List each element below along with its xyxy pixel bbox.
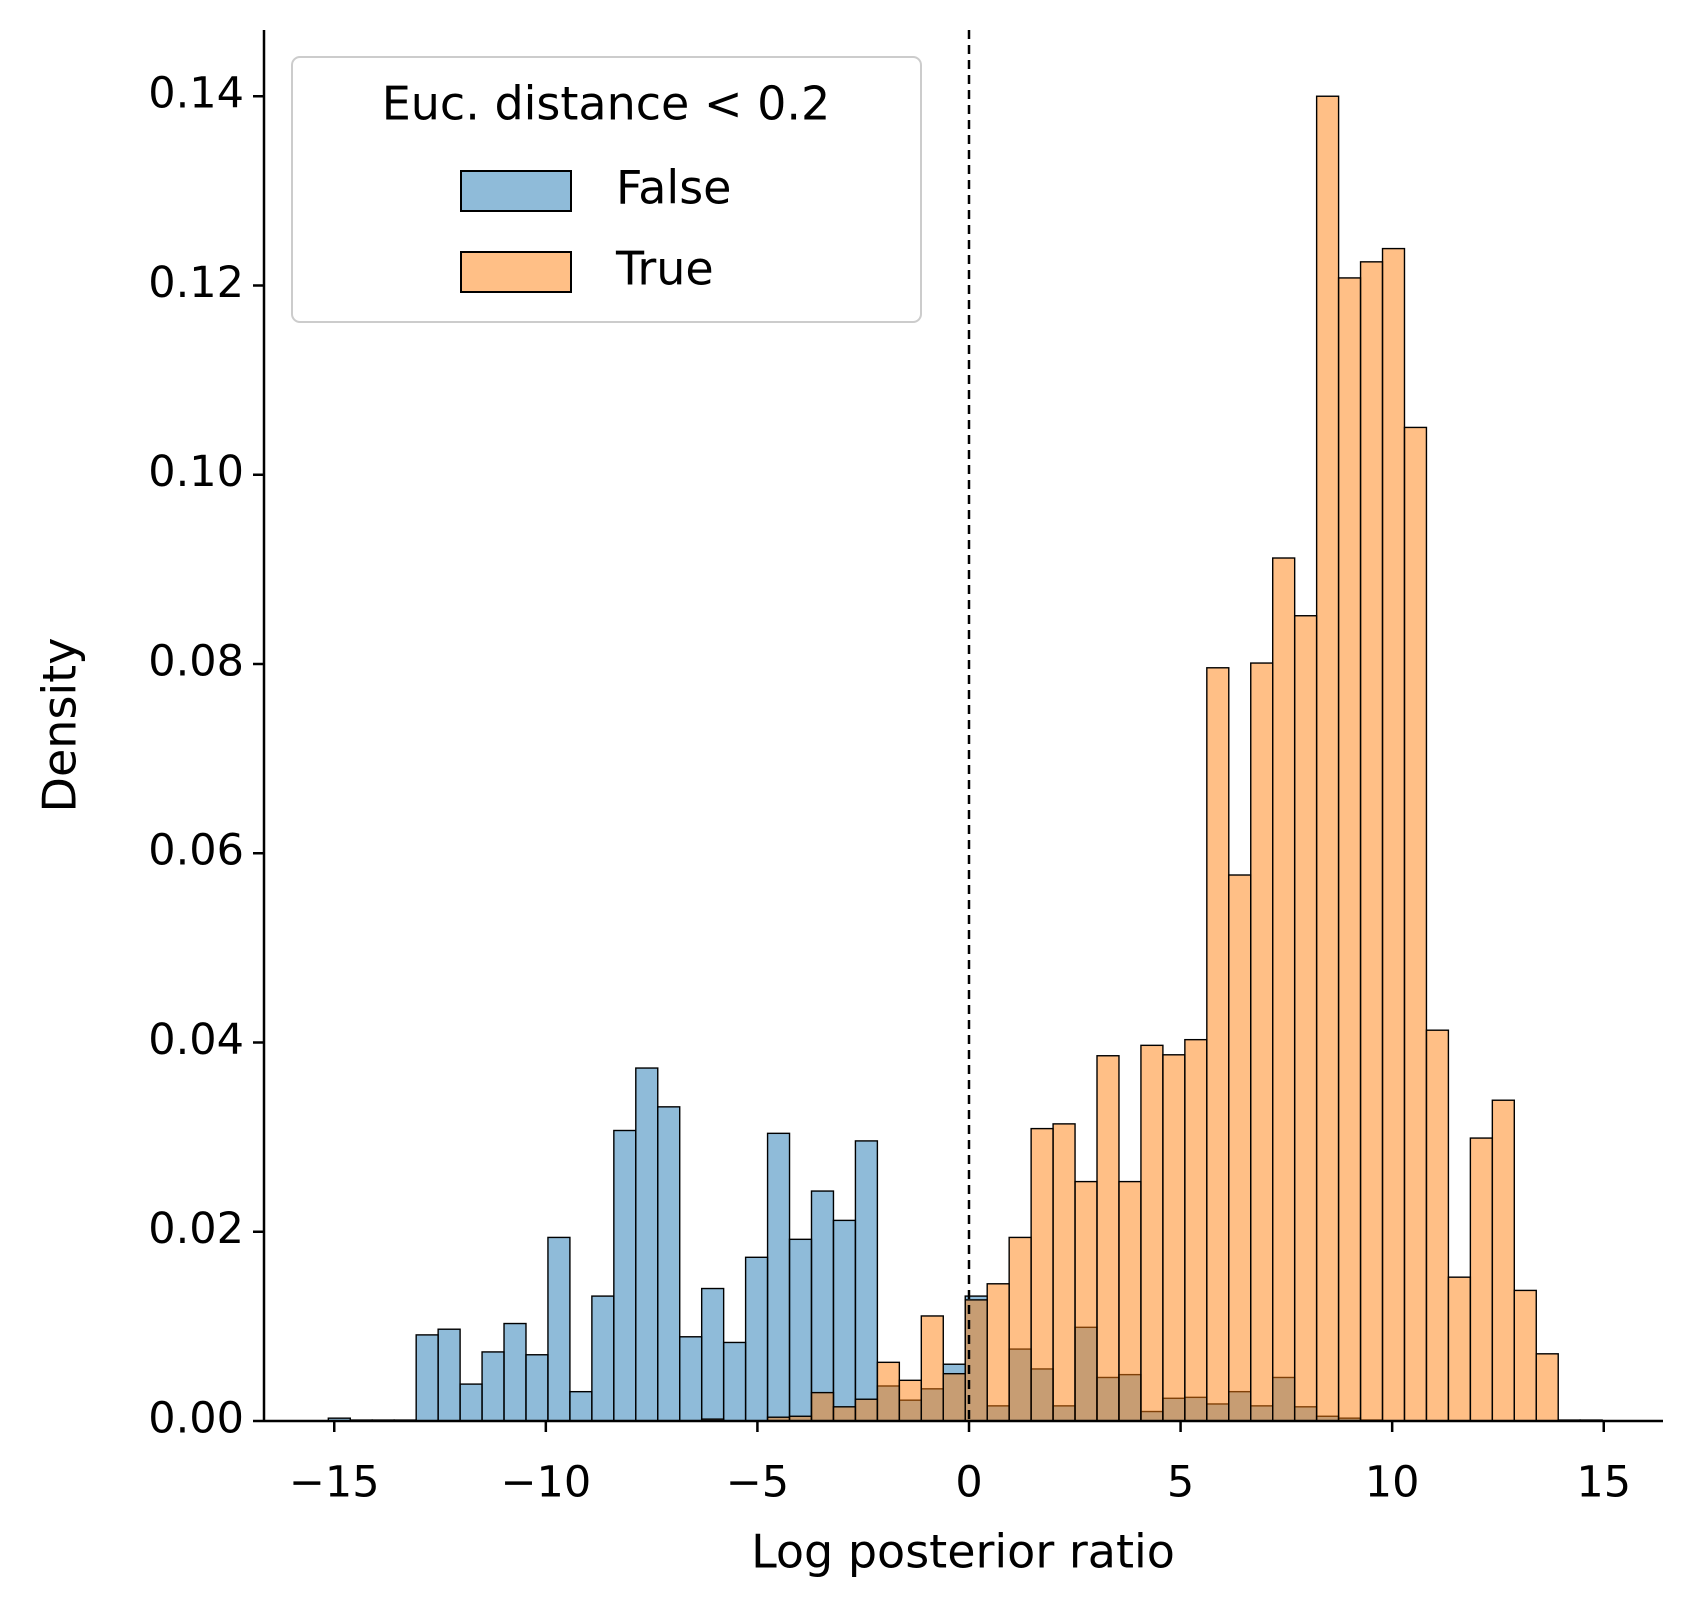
histogram-bar [679,1336,703,1422]
histogram-bar [744,1256,769,1422]
histogram-bar [1469,1137,1494,1422]
histogram-bar [1337,277,1362,1422]
histogram-bar [415,1334,439,1422]
histogram-bar [1030,1127,1054,1422]
legend-label: True [615,242,714,296]
x-tick-label: 10 [1365,1458,1420,1508]
histogram-bar [591,1295,615,1422]
x-axis-label: Log posterior ratio [751,1525,1175,1579]
histogram-bar [437,1328,461,1422]
histogram-bar [854,1398,879,1422]
histogram-bar [898,1379,923,1422]
x-tick-label: 15 [1576,1458,1631,1508]
histogram-bar [569,1390,593,1422]
histogram-bar [788,1238,813,1422]
legend-label: False [616,161,731,215]
histogram-bar [1381,247,1406,1422]
x-tick-label: −15 [289,1458,380,1508]
histogram-bar [810,1391,835,1422]
legend-swatch [460,170,572,212]
histogram-bar [1535,1353,1559,1422]
histogram-bar [1052,1123,1076,1422]
histogram-bar [1359,261,1384,1422]
y-tick-label: 0.04 [148,1015,244,1065]
histogram-bar [1228,874,1252,1422]
y-tick-label: 0.08 [148,636,244,686]
histogram-bar [1008,1236,1032,1422]
x-tick-label: 0 [955,1458,982,1508]
y-tick-label: 0.14 [148,69,244,119]
legend-title: Euc. distance < 0.2 [382,77,831,131]
histogram-bar [1315,95,1340,1422]
histogram-bar [1096,1055,1120,1422]
histogram-bar [876,1361,901,1422]
histogram-bar [942,1372,966,1422]
y-tick-label: 0.00 [148,1394,244,1444]
histogram-bar [1491,1099,1515,1422]
histogram-bar [700,1287,725,1422]
y-tick-label: 0.06 [148,826,244,876]
x-tick-label: −10 [500,1458,591,1508]
histogram-bar [1425,1029,1450,1422]
histogram-bar [1162,1054,1186,1422]
histogram-bar [1074,1180,1098,1422]
histogram-bar [525,1354,549,1422]
histogram-bar [1447,1276,1472,1422]
histogram-bar [1184,1038,1208,1422]
histogram-bar [986,1283,1010,1422]
histogram-bar [657,1106,681,1422]
histogram-bar [854,1140,879,1422]
histogram-bar [1250,662,1274,1422]
y-tick-label: 0.12 [148,258,244,308]
histogram-bar [832,1406,857,1422]
histogram-bar [1513,1289,1537,1422]
histogram-bar [766,1132,791,1422]
histogram-bar [722,1341,747,1422]
histogram-bar [459,1383,483,1422]
histogram-bar [920,1315,944,1422]
y-tick-label: 0.10 [148,447,244,497]
histogram-bar [635,1067,659,1422]
y-axis-label: Density [33,638,87,813]
y-tick-label: 0.02 [148,1204,244,1254]
legend-swatch [460,251,572,293]
histogram-bar [547,1236,571,1422]
histogram-bar [481,1351,505,1422]
histogram-bar [1293,615,1318,1422]
histogram-bar [1140,1044,1164,1422]
x-tick-label: −5 [726,1458,789,1508]
histogram-bar [613,1129,637,1422]
histogram-bar [1206,667,1230,1422]
histogram-bar [503,1322,527,1422]
histogram-bar [1272,557,1296,1422]
histogram-bar [832,1219,857,1422]
histogram-bar [1403,426,1428,1422]
histogram-bar [810,1190,835,1422]
x-tick-label: 5 [1167,1458,1194,1508]
histogram-bar [1118,1180,1142,1422]
legend-box [291,56,922,323]
